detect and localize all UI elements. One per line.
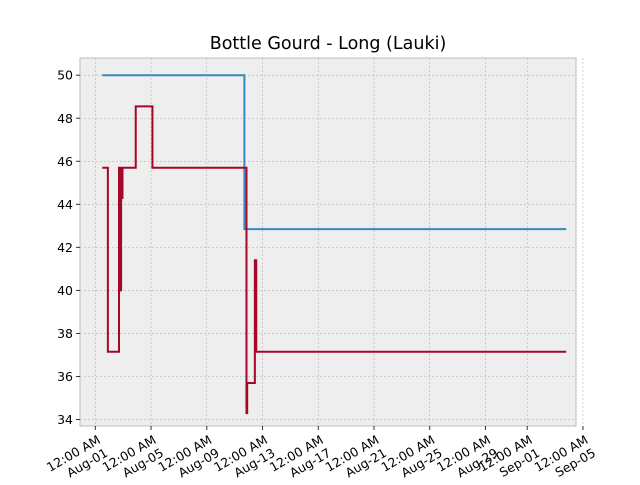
- y-tick-label: 38: [57, 326, 73, 341]
- chart-title: Bottle Gourd - Long (Lauki): [210, 34, 447, 54]
- y-tick-label: 42: [57, 240, 73, 255]
- y-tick-label: 48: [57, 111, 73, 126]
- y-tick-label: 44: [57, 197, 73, 212]
- y-tick-label: 50: [57, 68, 73, 83]
- grid: [80, 58, 584, 426]
- y-tick-label: 36: [57, 369, 73, 384]
- series-blue-line: [102, 74, 567, 231]
- plot-area: [79, 57, 577, 427]
- y-axis: 34 36 38 40 42 44 46 48 50: [57, 68, 80, 427]
- y-tick-label: 40: [57, 283, 73, 298]
- series-red-line: [102, 105, 567, 415]
- y-tick-label: 46: [57, 154, 73, 169]
- y-tick-label: 34: [57, 412, 73, 427]
- series-layer: [102, 74, 567, 415]
